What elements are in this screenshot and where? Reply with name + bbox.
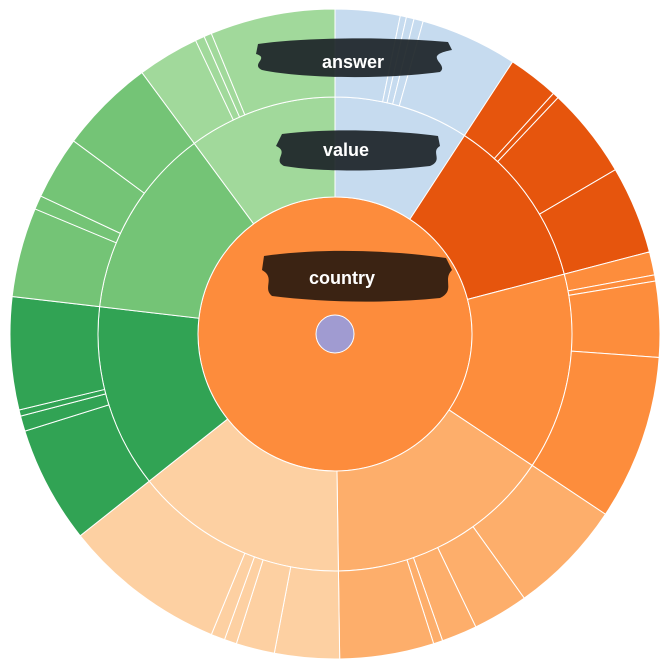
redaction-mark-country — [262, 250, 452, 302]
ring-label-value: value — [323, 140, 369, 160]
center-node — [315, 314, 355, 354]
redaction-mark-value — [276, 130, 440, 171]
answer-ring-segment-5-3 — [9, 295, 106, 411]
sunburst-segments — [9, 8, 661, 660]
ring-label-country: country — [309, 268, 375, 288]
ring-label-answer: answer — [322, 52, 384, 72]
redaction-mark-answer — [256, 38, 452, 78]
